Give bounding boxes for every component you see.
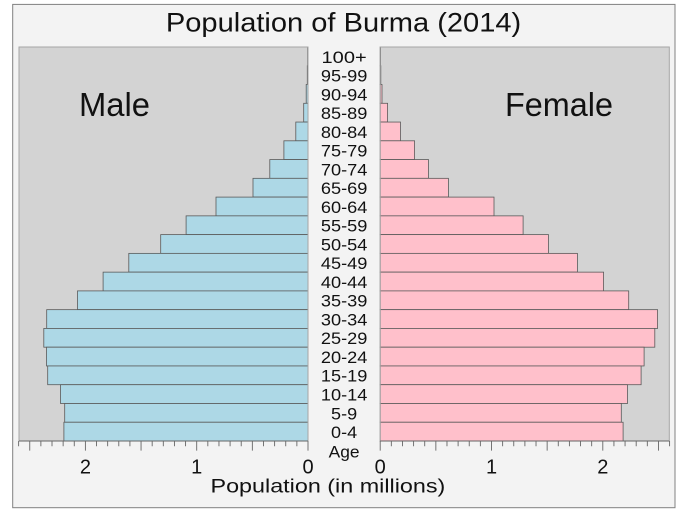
svg-text:75-79: 75-79 bbox=[321, 143, 368, 161]
svg-text:2: 2 bbox=[597, 457, 608, 479]
svg-text:10-14: 10-14 bbox=[321, 387, 368, 405]
svg-text:55-59: 55-59 bbox=[321, 218, 368, 236]
svg-text:20-24: 20-24 bbox=[321, 349, 368, 367]
svg-text:5-9: 5-9 bbox=[331, 405, 357, 423]
svg-text:25-29: 25-29 bbox=[321, 330, 368, 348]
svg-text:80-84: 80-84 bbox=[321, 124, 368, 142]
svg-text:95-99: 95-99 bbox=[321, 68, 368, 86]
svg-text:100+: 100+ bbox=[322, 49, 367, 67]
svg-text:70-74: 70-74 bbox=[321, 161, 368, 179]
svg-text:30-34: 30-34 bbox=[321, 311, 368, 329]
svg-text:50-54: 50-54 bbox=[321, 236, 368, 254]
svg-text:Male: Male bbox=[79, 86, 150, 123]
svg-text:85-89: 85-89 bbox=[321, 105, 368, 123]
svg-text:0-4: 0-4 bbox=[331, 424, 357, 442]
svg-text:15-19: 15-19 bbox=[321, 368, 368, 386]
svg-text:90-94: 90-94 bbox=[321, 86, 368, 104]
svg-text:2: 2 bbox=[80, 457, 91, 479]
svg-text:Female: Female bbox=[505, 86, 613, 123]
svg-text:45-49: 45-49 bbox=[321, 255, 368, 273]
svg-text:Population (in millions): Population (in millions) bbox=[211, 475, 446, 497]
svg-text:1: 1 bbox=[486, 457, 497, 479]
svg-text:65-69: 65-69 bbox=[321, 180, 368, 198]
svg-text:Age: Age bbox=[329, 444, 360, 462]
svg-text:Population of Burma (2014): Population of Burma (2014) bbox=[166, 7, 521, 37]
svg-text:35-39: 35-39 bbox=[321, 293, 368, 311]
svg-text:60-64: 60-64 bbox=[321, 199, 368, 217]
svg-text:1: 1 bbox=[191, 457, 202, 479]
svg-text:40-44: 40-44 bbox=[321, 274, 368, 292]
